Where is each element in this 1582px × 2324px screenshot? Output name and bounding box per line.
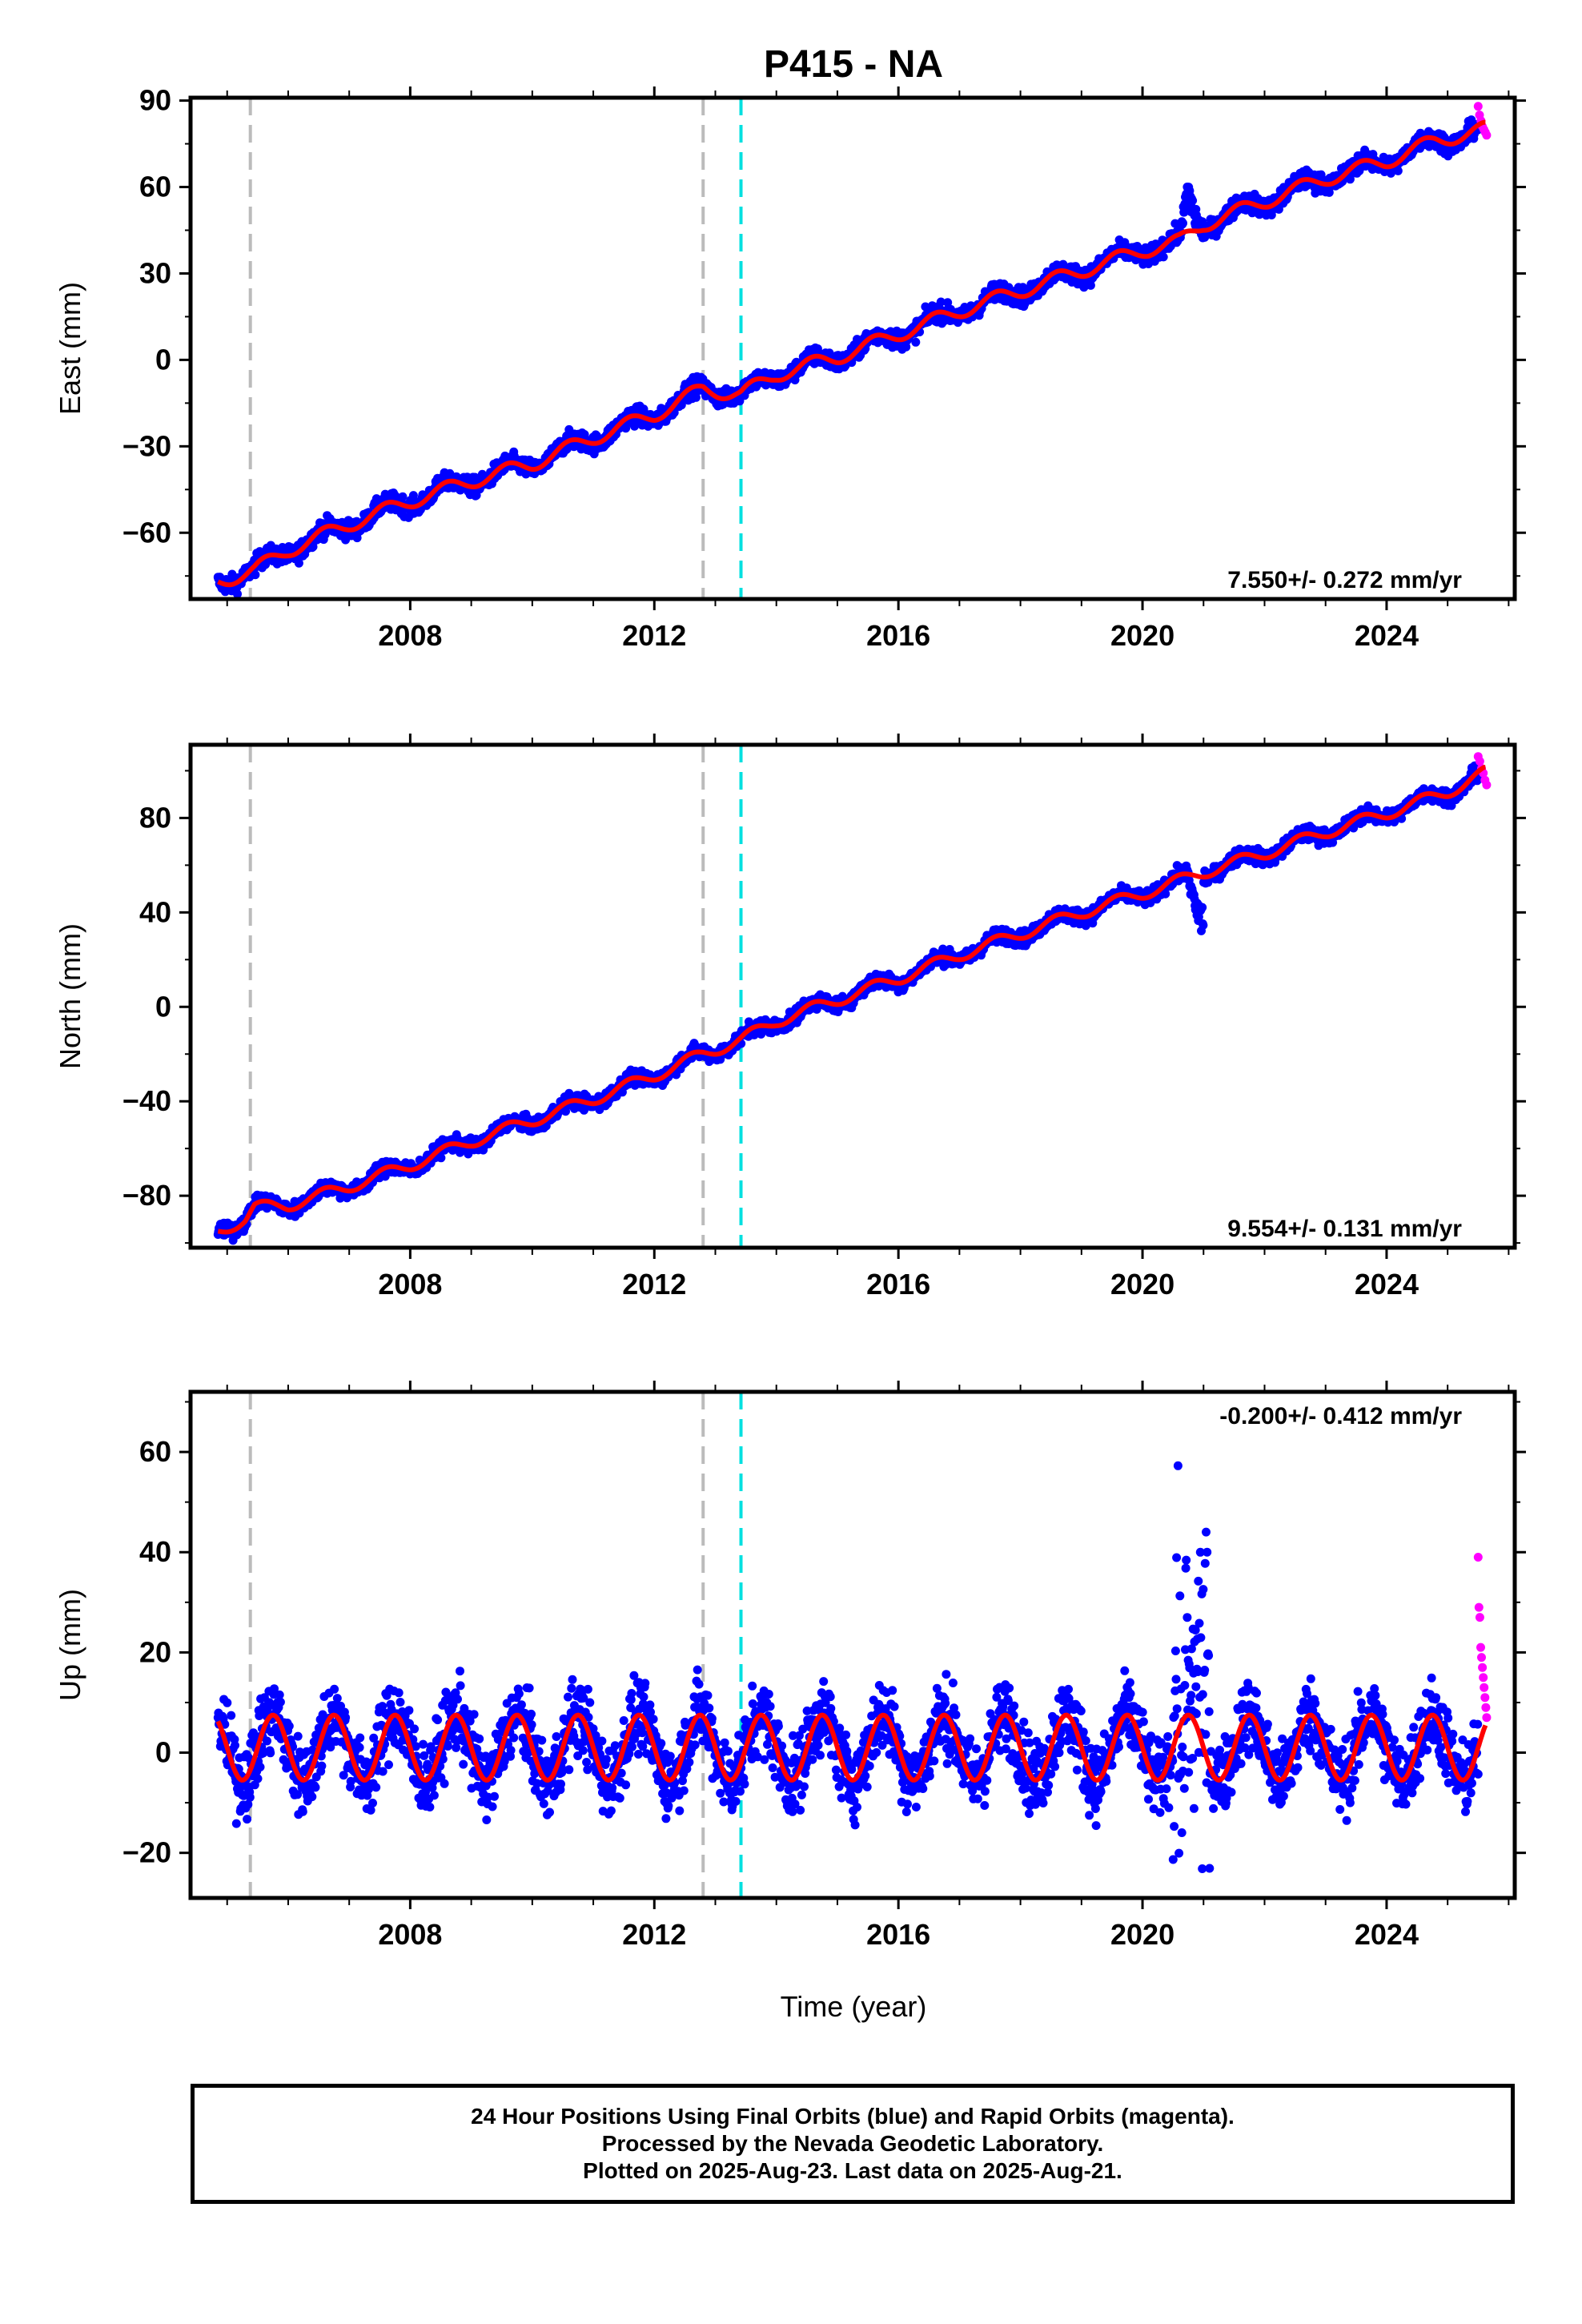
east-rapid-point [1482,131,1492,140]
east-data-point [911,337,921,347]
east-data-point [1178,219,1187,228]
north-data-point [436,1153,446,1163]
east-data-point [294,558,303,568]
north-data-point [1198,903,1207,912]
north-data-point [938,944,948,954]
east-y-tick-label: −60 [122,516,171,549]
east-data-point [1188,196,1198,205]
east-x-tick-label: 2012 [622,619,686,652]
east-data-point [1393,166,1403,175]
east-plot-frame [188,95,1517,601]
east-data-point [1158,252,1168,262]
east-rapid-point [1473,102,1483,111]
east-x-tick-label: 2008 [378,619,442,652]
x-axis-title: Time (year) [781,1990,927,2023]
east-data-point [1086,280,1095,290]
chart-title: P415 - NA [764,43,943,86]
east-data-point [1324,187,1334,197]
east-x-tick-label: 2024 [1355,619,1419,652]
north-data-point [1161,889,1170,899]
east-y-tick-label: 60 [139,171,171,203]
east-data-point [233,589,242,599]
east-y-tick-label: −30 [122,429,171,462]
east-data-point [251,570,260,580]
north-data-point [1199,920,1208,930]
east-y-tick-label: 30 [139,256,171,289]
east-data-point [1079,283,1089,292]
east-velocity-label: 7.550+/- 0.272 mm/yr [1227,567,1462,593]
east-data-point [1345,175,1355,184]
east-data-point [936,297,946,307]
east-y-axis-title: East (mm) [54,282,86,415]
east-y-tick-label: 90 [139,84,171,117]
east-data-point [398,492,408,501]
panel-east: 90 60 30 0 −30 −60 2008 2012 2016 2020 2024 East (m… [54,84,1526,652]
east-model-fit-line [217,119,1486,588]
east-x-tick-label: 2020 [1110,619,1174,652]
east-y-tick-label: 0 [155,343,171,376]
east-x-tick-label: 2016 [866,619,930,652]
